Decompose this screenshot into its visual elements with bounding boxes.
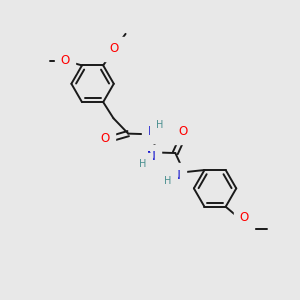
Text: H: H: [164, 176, 172, 186]
Text: N: N: [172, 169, 180, 182]
Text: H: H: [156, 120, 164, 130]
Text: O: O: [61, 55, 70, 68]
Text: N: N: [147, 150, 156, 164]
Text: O: O: [110, 42, 119, 55]
Text: H: H: [139, 159, 147, 169]
Text: O: O: [178, 125, 187, 138]
Text: O: O: [239, 212, 249, 224]
Text: O: O: [100, 132, 110, 146]
Text: N: N: [148, 125, 157, 138]
